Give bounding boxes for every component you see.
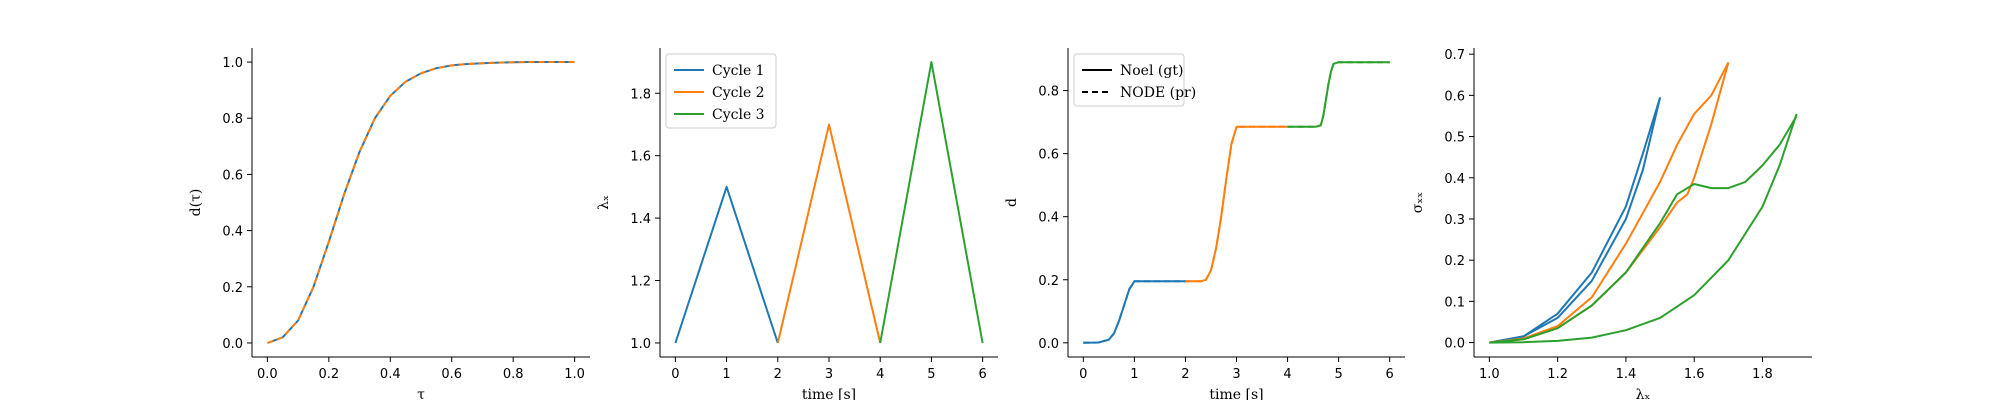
y-tick-label: 0.0: [222, 337, 243, 352]
series-line: [1287, 61, 1390, 128]
x-tick-label: 1.4: [1616, 367, 1637, 382]
legend-label: Cycle 2: [712, 85, 765, 101]
y-axis-label: λₓ: [596, 195, 612, 210]
y-tick-label: 0.5: [1444, 131, 1465, 146]
x-tick-label: 0: [1079, 367, 1087, 382]
series-line: [1185, 125, 1288, 283]
y-tick-label: 0.7: [1444, 48, 1465, 63]
series-line: [267, 61, 575, 344]
series-line: [879, 61, 984, 344]
x-tick-label: 1.0: [1479, 367, 1500, 382]
series-line: [1489, 115, 1798, 344]
y-tick-label: 0.2: [1444, 254, 1465, 269]
y-tick-label: 1.0: [222, 56, 243, 71]
y-axis-label: σₓₓ: [1410, 192, 1426, 213]
x-tick-label: 0.8: [503, 367, 524, 382]
y-tick-label: 0.4: [1038, 211, 1059, 226]
x-tick-label: 1.0: [564, 367, 585, 382]
series-line: [1489, 62, 1730, 344]
y-tick-label: 1.8: [630, 87, 651, 102]
series-line: [1489, 113, 1798, 344]
x-axis-label: time [s]: [802, 387, 856, 400]
x-tick-label: 3: [825, 367, 833, 382]
y-tick-label: 1.6: [630, 150, 651, 165]
x-tick-label: 1: [1130, 367, 1138, 382]
x-tick-label: 1: [722, 367, 730, 382]
x-tick-label: 1.8: [1752, 367, 1773, 382]
y-tick-label: 0.1: [1444, 295, 1465, 310]
series-line: [1489, 97, 1662, 344]
y-tick-label: 1.2: [630, 275, 651, 290]
legend-label: NODE (pr): [1120, 85, 1196, 101]
series-line: [267, 61, 575, 344]
y-tick-label: 0.4: [222, 225, 243, 240]
legend-box: [665, 53, 777, 129]
y-tick-label: 0.6: [1444, 89, 1465, 104]
y-tick-label: 0.4: [1444, 172, 1465, 187]
series-line: [776, 123, 882, 344]
y-tick-label: 0.0: [1038, 337, 1059, 352]
x-tick-label: 1.6: [1684, 367, 1705, 382]
x-axis-label: λₓ: [1636, 387, 1651, 400]
series-line: [674, 185, 779, 344]
y-tick-label: 1.4: [630, 212, 651, 227]
x-tick-label: 0: [671, 367, 679, 382]
series-line: [1489, 61, 1730, 344]
y-tick-label: 0.6: [222, 168, 243, 183]
y-tick-label: 1.0: [630, 337, 651, 352]
y-tick-label: 0.0: [1444, 337, 1465, 352]
y-tick-label: 0.8: [1038, 85, 1059, 100]
x-tick-label: 3: [1232, 367, 1240, 382]
x-axis-label: time [s]: [1209, 387, 1263, 400]
x-tick-label: 4: [876, 367, 884, 382]
x-tick-label: 0.0: [257, 367, 278, 382]
y-tick-label: 0.2: [222, 281, 243, 296]
x-tick-label: 4: [1283, 367, 1291, 382]
x-tick-label: 0.2: [318, 367, 339, 382]
legend-box: [1073, 53, 1185, 107]
series-line: [1287, 61, 1390, 128]
y-tick-label: 0.6: [1038, 148, 1059, 163]
y-axis-label: d(τ): [188, 189, 204, 217]
chart-1: 0.0 0.2 0.4 0.6 0.8 1.0 0.0 0.2 0.4 0.6 0.8 1.0 τ d(τ…: [188, 48, 590, 400]
x-tick-label: 1.2: [1547, 367, 1568, 382]
legend-label: Cycle 1: [712, 63, 765, 79]
y-tick-label: 0.2: [1038, 274, 1059, 289]
x-axis-label: τ: [417, 387, 425, 400]
series-line: [1083, 280, 1186, 344]
x-tick-label: 5: [927, 367, 935, 382]
series-line: [1083, 280, 1186, 344]
x-tick-label: 5: [1334, 367, 1342, 382]
chart-4: 1.0 1.2 1.4 1.6 1.8 0.0 0.1 0.2 0.3 0.4 0.5 0.6 0.7 λ…: [1410, 48, 1812, 400]
x-tick-label: 6: [978, 367, 986, 382]
legend-label: Noel (gt): [1120, 63, 1183, 79]
y-tick-label: 0.8: [222, 112, 243, 127]
x-tick-label: 6: [1386, 367, 1394, 382]
x-tick-label: 2: [774, 367, 782, 382]
y-tick-label: 0.3: [1444, 213, 1465, 228]
x-tick-label: 0.4: [380, 367, 401, 382]
series-line: [1489, 97, 1662, 344]
x-tick-label: 0.6: [441, 367, 462, 382]
legend-label: Cycle 3: [712, 107, 765, 123]
y-axis-label: d: [1004, 198, 1020, 207]
x-tick-label: 2: [1181, 367, 1189, 382]
series-line: [1185, 125, 1288, 283]
chart-2: 0 1 2 3 4 5 6 1.0 1.2 1.4 1.6 1.8 time [s] λₓ Cycle 1 C…: [596, 48, 998, 400]
chart-3: 0 1 2 3 4 5 6 0.0 0.2 0.4 0.6 0.8 time [s] d Noel (gt)…: [1004, 48, 1405, 400]
